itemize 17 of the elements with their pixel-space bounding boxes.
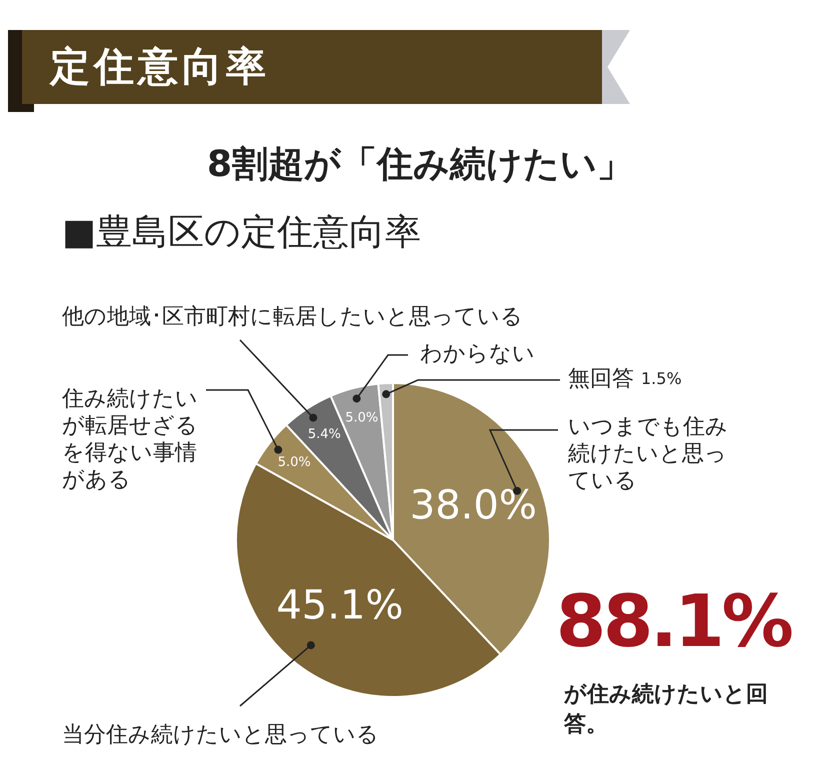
slice-label: 無回答 <box>568 366 634 392</box>
slice-label: 他の地域･区市町村に転居したいと思っている <box>62 304 523 330</box>
slice-label: 住み続けたいが転居せざるを得ない事情がある <box>61 386 198 493</box>
text: 88.1% <box>556 578 791 665</box>
data-label: 5.0% <box>278 454 311 470</box>
slice-label: わからない <box>420 342 535 367</box>
data-label: 38.0% <box>410 482 537 529</box>
data-label: 45.1% <box>276 582 404 628</box>
data-label: 5.4% <box>308 427 341 442</box>
slice-label: いつまでも住み続けたいと思っている <box>567 414 728 494</box>
data-label: 1.5% <box>640 369 682 388</box>
text: ■豊島区の定住意向率 <box>62 211 422 255</box>
slice-label: 当分住み続けたいと思っている <box>62 722 379 748</box>
chart-subtitle: 8割超が「住み続けたい」 <box>206 143 634 187</box>
chart-title: 定住意向率 <box>22 30 602 104</box>
data-label: 5.0% <box>345 410 378 426</box>
text: が住み続けたいと回答。 <box>564 681 769 739</box>
